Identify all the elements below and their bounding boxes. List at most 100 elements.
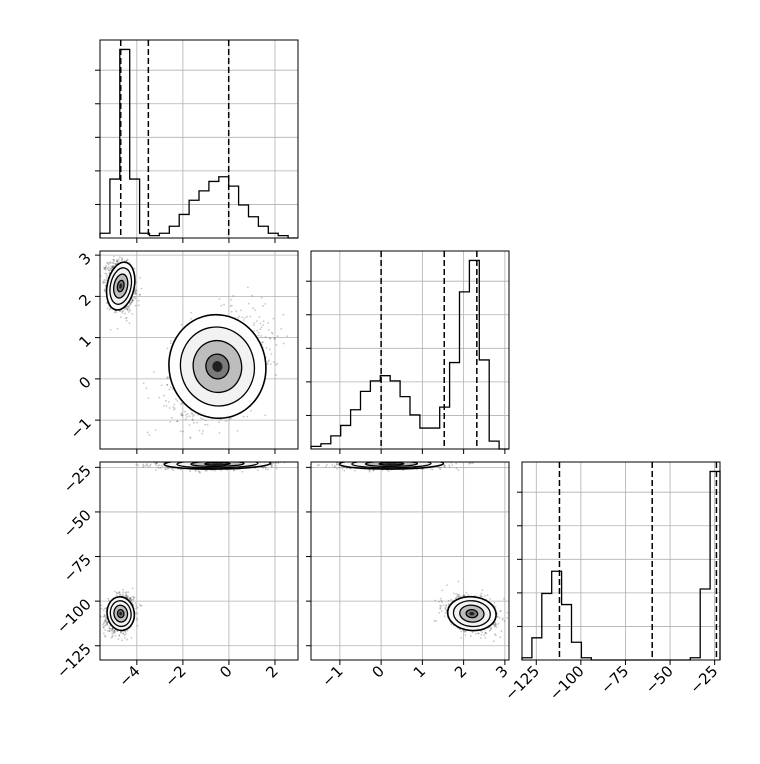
scatter-point	[231, 311, 233, 313]
scatter-point	[122, 594, 124, 596]
histogram-bar	[209, 181, 219, 238]
histogram-bar	[400, 397, 410, 449]
scatter-point	[276, 363, 278, 365]
histogram-bar	[370, 381, 380, 449]
scatter-point	[264, 414, 266, 416]
scatter-point	[267, 322, 269, 324]
scatter-point	[246, 416, 248, 418]
scatter-point	[219, 459, 221, 461]
scatter-point	[153, 371, 155, 373]
scatter-point	[181, 412, 183, 414]
scatter-point	[139, 277, 141, 279]
scatter-point	[222, 456, 224, 458]
scatter-point	[216, 459, 218, 461]
scatter-point	[177, 420, 179, 422]
scatter-point	[232, 295, 234, 297]
scatter-point	[108, 269, 110, 271]
scatter-point	[116, 259, 118, 261]
scatter-point	[239, 458, 241, 460]
scatter-point	[209, 460, 211, 462]
scatter-point	[169, 407, 171, 409]
scatter-point	[198, 460, 200, 462]
scatter-point	[236, 459, 238, 461]
scatter-point	[273, 361, 275, 363]
scatter-point	[253, 330, 255, 332]
scatter-point	[189, 415, 191, 417]
scatter-point	[104, 279, 106, 281]
scatter-point	[170, 340, 172, 342]
scatter-point	[105, 636, 107, 638]
scatter-point	[186, 416, 188, 418]
scatter-point	[188, 460, 190, 462]
scatter-point	[136, 618, 138, 620]
scatter-point	[109, 630, 111, 632]
scatter-point	[133, 599, 135, 601]
scatter-point	[107, 307, 109, 309]
scatter-point	[141, 605, 143, 607]
scatter-point	[261, 326, 263, 328]
scatter-point	[109, 309, 111, 311]
scatter-point	[150, 464, 152, 466]
scatter-point	[148, 434, 150, 436]
histogram-bar	[572, 642, 582, 660]
scatter-point	[210, 459, 212, 461]
scatter-point	[262, 305, 264, 307]
scatter-point	[250, 316, 252, 318]
scatter-point	[106, 273, 108, 275]
scatter-point	[257, 469, 259, 471]
histogram-bar	[199, 191, 209, 238]
scatter-point	[167, 376, 169, 378]
histogram-bar	[710, 471, 720, 660]
histogram-panel-0	[95, 40, 298, 243]
scatter-point	[139, 294, 141, 296]
scatter-point	[239, 316, 241, 318]
scatter-point	[260, 328, 262, 330]
scatter-point	[233, 460, 235, 462]
scatter-point	[147, 432, 149, 434]
histogram-bar	[460, 292, 470, 449]
scatter-point	[97, 630, 99, 632]
scatter-point	[118, 638, 120, 640]
scatter-point	[148, 397, 150, 399]
scatter-point	[229, 460, 231, 462]
scatter-point	[138, 300, 140, 302]
scatter-point	[207, 459, 209, 461]
scatter-point	[220, 305, 222, 307]
scatter-point	[248, 460, 250, 462]
scatter-point	[191, 412, 193, 414]
scatter-point	[102, 282, 104, 284]
scatter-point	[190, 312, 192, 314]
scatter-point	[119, 592, 121, 594]
scatter-point	[259, 456, 261, 458]
histogram-bar	[562, 605, 572, 660]
histogram-bar	[110, 179, 120, 238]
y-tick-label: 2	[75, 290, 94, 309]
x-tick-label: −75	[597, 662, 632, 697]
scatter-point	[161, 384, 163, 386]
scatter-point	[241, 459, 243, 461]
scatter-point	[127, 630, 129, 632]
scatter-point	[111, 632, 113, 634]
scatter-point	[122, 310, 124, 312]
scatter-point	[121, 259, 123, 261]
scatter-point	[135, 292, 137, 294]
scatter-point	[213, 455, 215, 457]
scatter-point	[241, 317, 243, 319]
scatter-point	[175, 398, 177, 400]
scatter-point	[180, 430, 182, 432]
scatter-point	[300, 284, 302, 286]
scatter-point	[236, 459, 238, 461]
scatter-point	[214, 460, 216, 462]
scatter-point	[105, 619, 107, 621]
scatter-point	[205, 420, 207, 422]
scatter-point	[273, 338, 275, 340]
scatter-point	[260, 459, 262, 461]
scatter-point	[163, 405, 165, 407]
histogram-bar	[542, 593, 552, 660]
x-tick-label: −100	[546, 662, 588, 704]
scatter-point	[189, 437, 191, 439]
scatter-point	[166, 405, 168, 407]
scatter-point	[189, 459, 191, 461]
scatter-point	[197, 460, 199, 462]
